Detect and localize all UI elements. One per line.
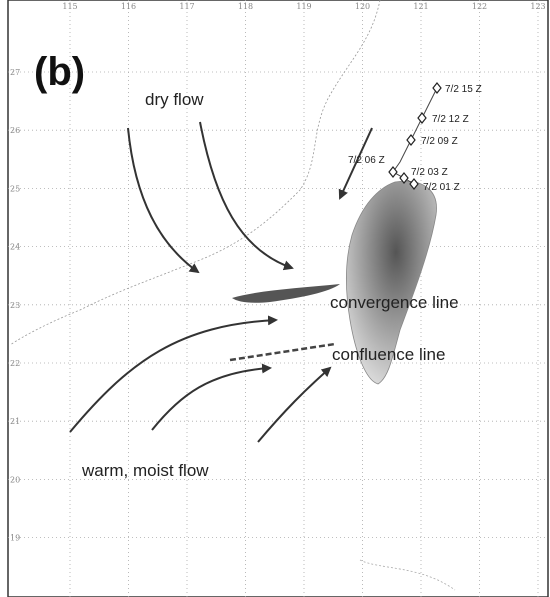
longitude-label: 121 (413, 2, 428, 11)
track-label: 7/2 06 Z (348, 155, 385, 166)
panel-label: (b) (34, 50, 85, 94)
track-label: 7/2 15 Z (445, 84, 482, 95)
longitude-label: 115 (62, 2, 77, 11)
track-label: 7/2 01 Z (423, 182, 460, 193)
annotation: warm, moist flow (81, 461, 209, 480)
longitude-label: 122 (472, 2, 487, 11)
latitude-label: 20 (10, 475, 20, 484)
longitude-label: 119 (296, 2, 311, 11)
latitude-label: 21 (10, 417, 20, 426)
latitude-label: 24 (10, 243, 20, 252)
latitude-label: 25 (10, 184, 20, 193)
longitude-label: 120 (355, 2, 370, 11)
longitude-label: 118 (238, 2, 253, 11)
latitude-label: 23 (10, 301, 20, 310)
track-label: 7/2 12 Z (432, 114, 469, 125)
longitude-label: 116 (121, 2, 136, 11)
track-label: 7/2 03 Z (411, 167, 448, 178)
annotation: dry flow (145, 90, 204, 109)
longitude-label: 123 (530, 2, 545, 11)
latitude-label: 27 (10, 68, 20, 77)
longitude-label: 117 (179, 2, 194, 11)
annotation: convergence line (330, 293, 459, 312)
latitude-label: 26 (10, 126, 20, 135)
map: 115 116 117 118 119 120 121 122 123 27 26 25 24 23 22 2… (0, 0, 550, 597)
latitude-label: 19 (10, 534, 20, 543)
track-label: 7/2 09 Z (421, 136, 458, 147)
latitude-label: 22 (10, 359, 20, 368)
annotation: confluence line (332, 345, 445, 364)
